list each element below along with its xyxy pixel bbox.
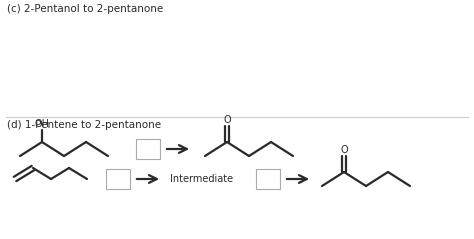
- Bar: [106, 169, 130, 189]
- Bar: [136, 139, 160, 159]
- Bar: [256, 169, 280, 189]
- Text: OH: OH: [35, 119, 49, 129]
- Text: (c) 2-Pentanol to 2-pentanone: (c) 2-Pentanol to 2-pentanone: [7, 4, 163, 14]
- Text: O: O: [224, 115, 231, 125]
- Text: (d) 1-Pentene to 2-pentanone: (d) 1-Pentene to 2-pentanone: [7, 120, 161, 130]
- Text: Intermediate: Intermediate: [170, 174, 233, 184]
- Text: O: O: [341, 145, 348, 155]
